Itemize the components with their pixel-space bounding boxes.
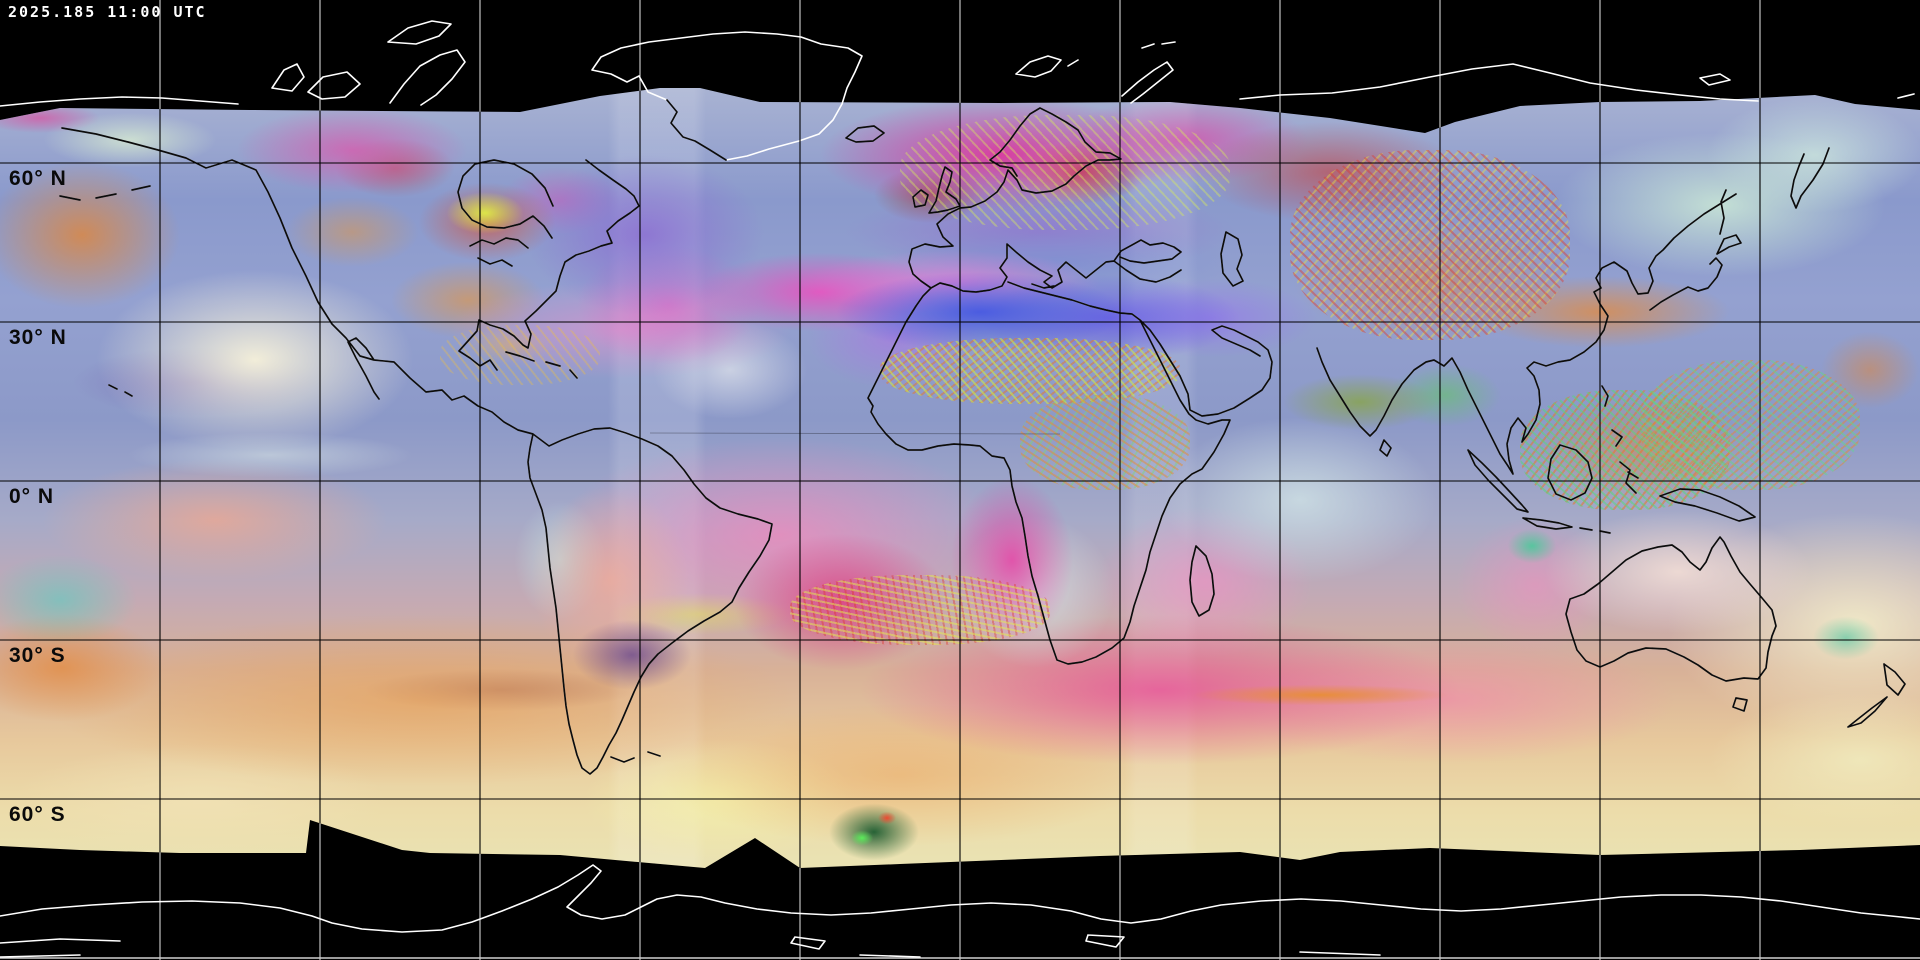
latitude-label-30n: 30° N: [9, 326, 67, 349]
convection-speckle-europe: [900, 115, 1230, 230]
latitude-label-60s: 60° S: [9, 803, 66, 826]
convection-speckle-west-pacific: [1640, 360, 1860, 490]
timestamp-label: 2025.185 11:00 UTC: [8, 3, 207, 21]
coastline-antarctica: [0, 864, 1920, 958]
convection-speckle-south-atlantic: [790, 575, 1050, 645]
convection-speckle-caribbean: [440, 325, 600, 385]
convection-speckle-east-asia: [1290, 150, 1570, 340]
latitude-label-30s: 30° S: [9, 644, 66, 667]
convection-speckle-central-africa: [1020, 395, 1190, 490]
latitude-label-0n: 0° N: [9, 485, 55, 508]
latitude-label-60n: 60° N: [9, 167, 67, 190]
convection-speckle-africa-itcz: [880, 338, 1180, 404]
